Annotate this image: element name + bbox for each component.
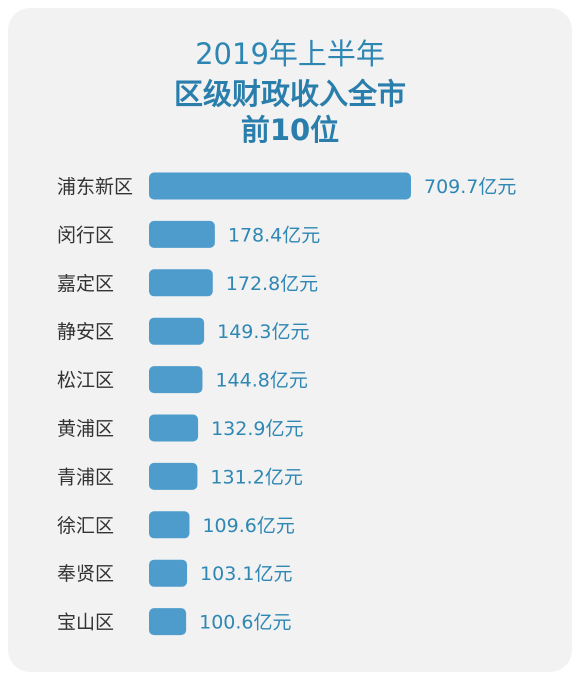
bar: [149, 559, 188, 587]
value-label: 103.1亿元: [200, 563, 292, 585]
category-label: 黄浦区: [57, 418, 114, 440]
value-label: 172.8亿元: [226, 273, 318, 295]
bar: [149, 462, 198, 490]
category-label: 闵行区: [57, 224, 114, 246]
value-label: 709.7亿元: [424, 176, 516, 198]
bar: [149, 172, 411, 200]
value-label: 132.9亿元: [211, 418, 303, 440]
value-label: 178.4亿元: [228, 224, 320, 246]
bar: [149, 269, 213, 297]
value-label: 149.3亿元: [217, 321, 309, 343]
category-label: 青浦区: [57, 466, 114, 488]
value-label: 144.8亿元: [215, 370, 307, 392]
value-label: 109.6亿元: [202, 515, 294, 537]
chart-title-line1: 2019年上半年: [195, 37, 385, 71]
value-label: 100.6亿元: [199, 612, 291, 634]
bar: [149, 511, 190, 539]
bar: [149, 317, 205, 345]
category-label: 松江区: [57, 370, 114, 392]
chart-title-line2: 区级财政收入全市: [173, 77, 406, 111]
category-label: 徐汇区: [57, 515, 114, 537]
bar: [149, 414, 199, 442]
category-label: 奉贤区: [57, 563, 114, 585]
bar: [149, 608, 187, 636]
value-label: 131.2亿元: [210, 466, 302, 488]
chart-card: [8, 8, 572, 672]
bar: [149, 220, 215, 248]
category-label: 宝山区: [57, 612, 114, 634]
category-label: 浦东新区: [57, 176, 133, 198]
bar: [149, 366, 203, 394]
chart-title-line3: 前10位: [240, 113, 340, 147]
category-label: 静安区: [57, 321, 114, 343]
category-label: 嘉定区: [57, 273, 114, 295]
